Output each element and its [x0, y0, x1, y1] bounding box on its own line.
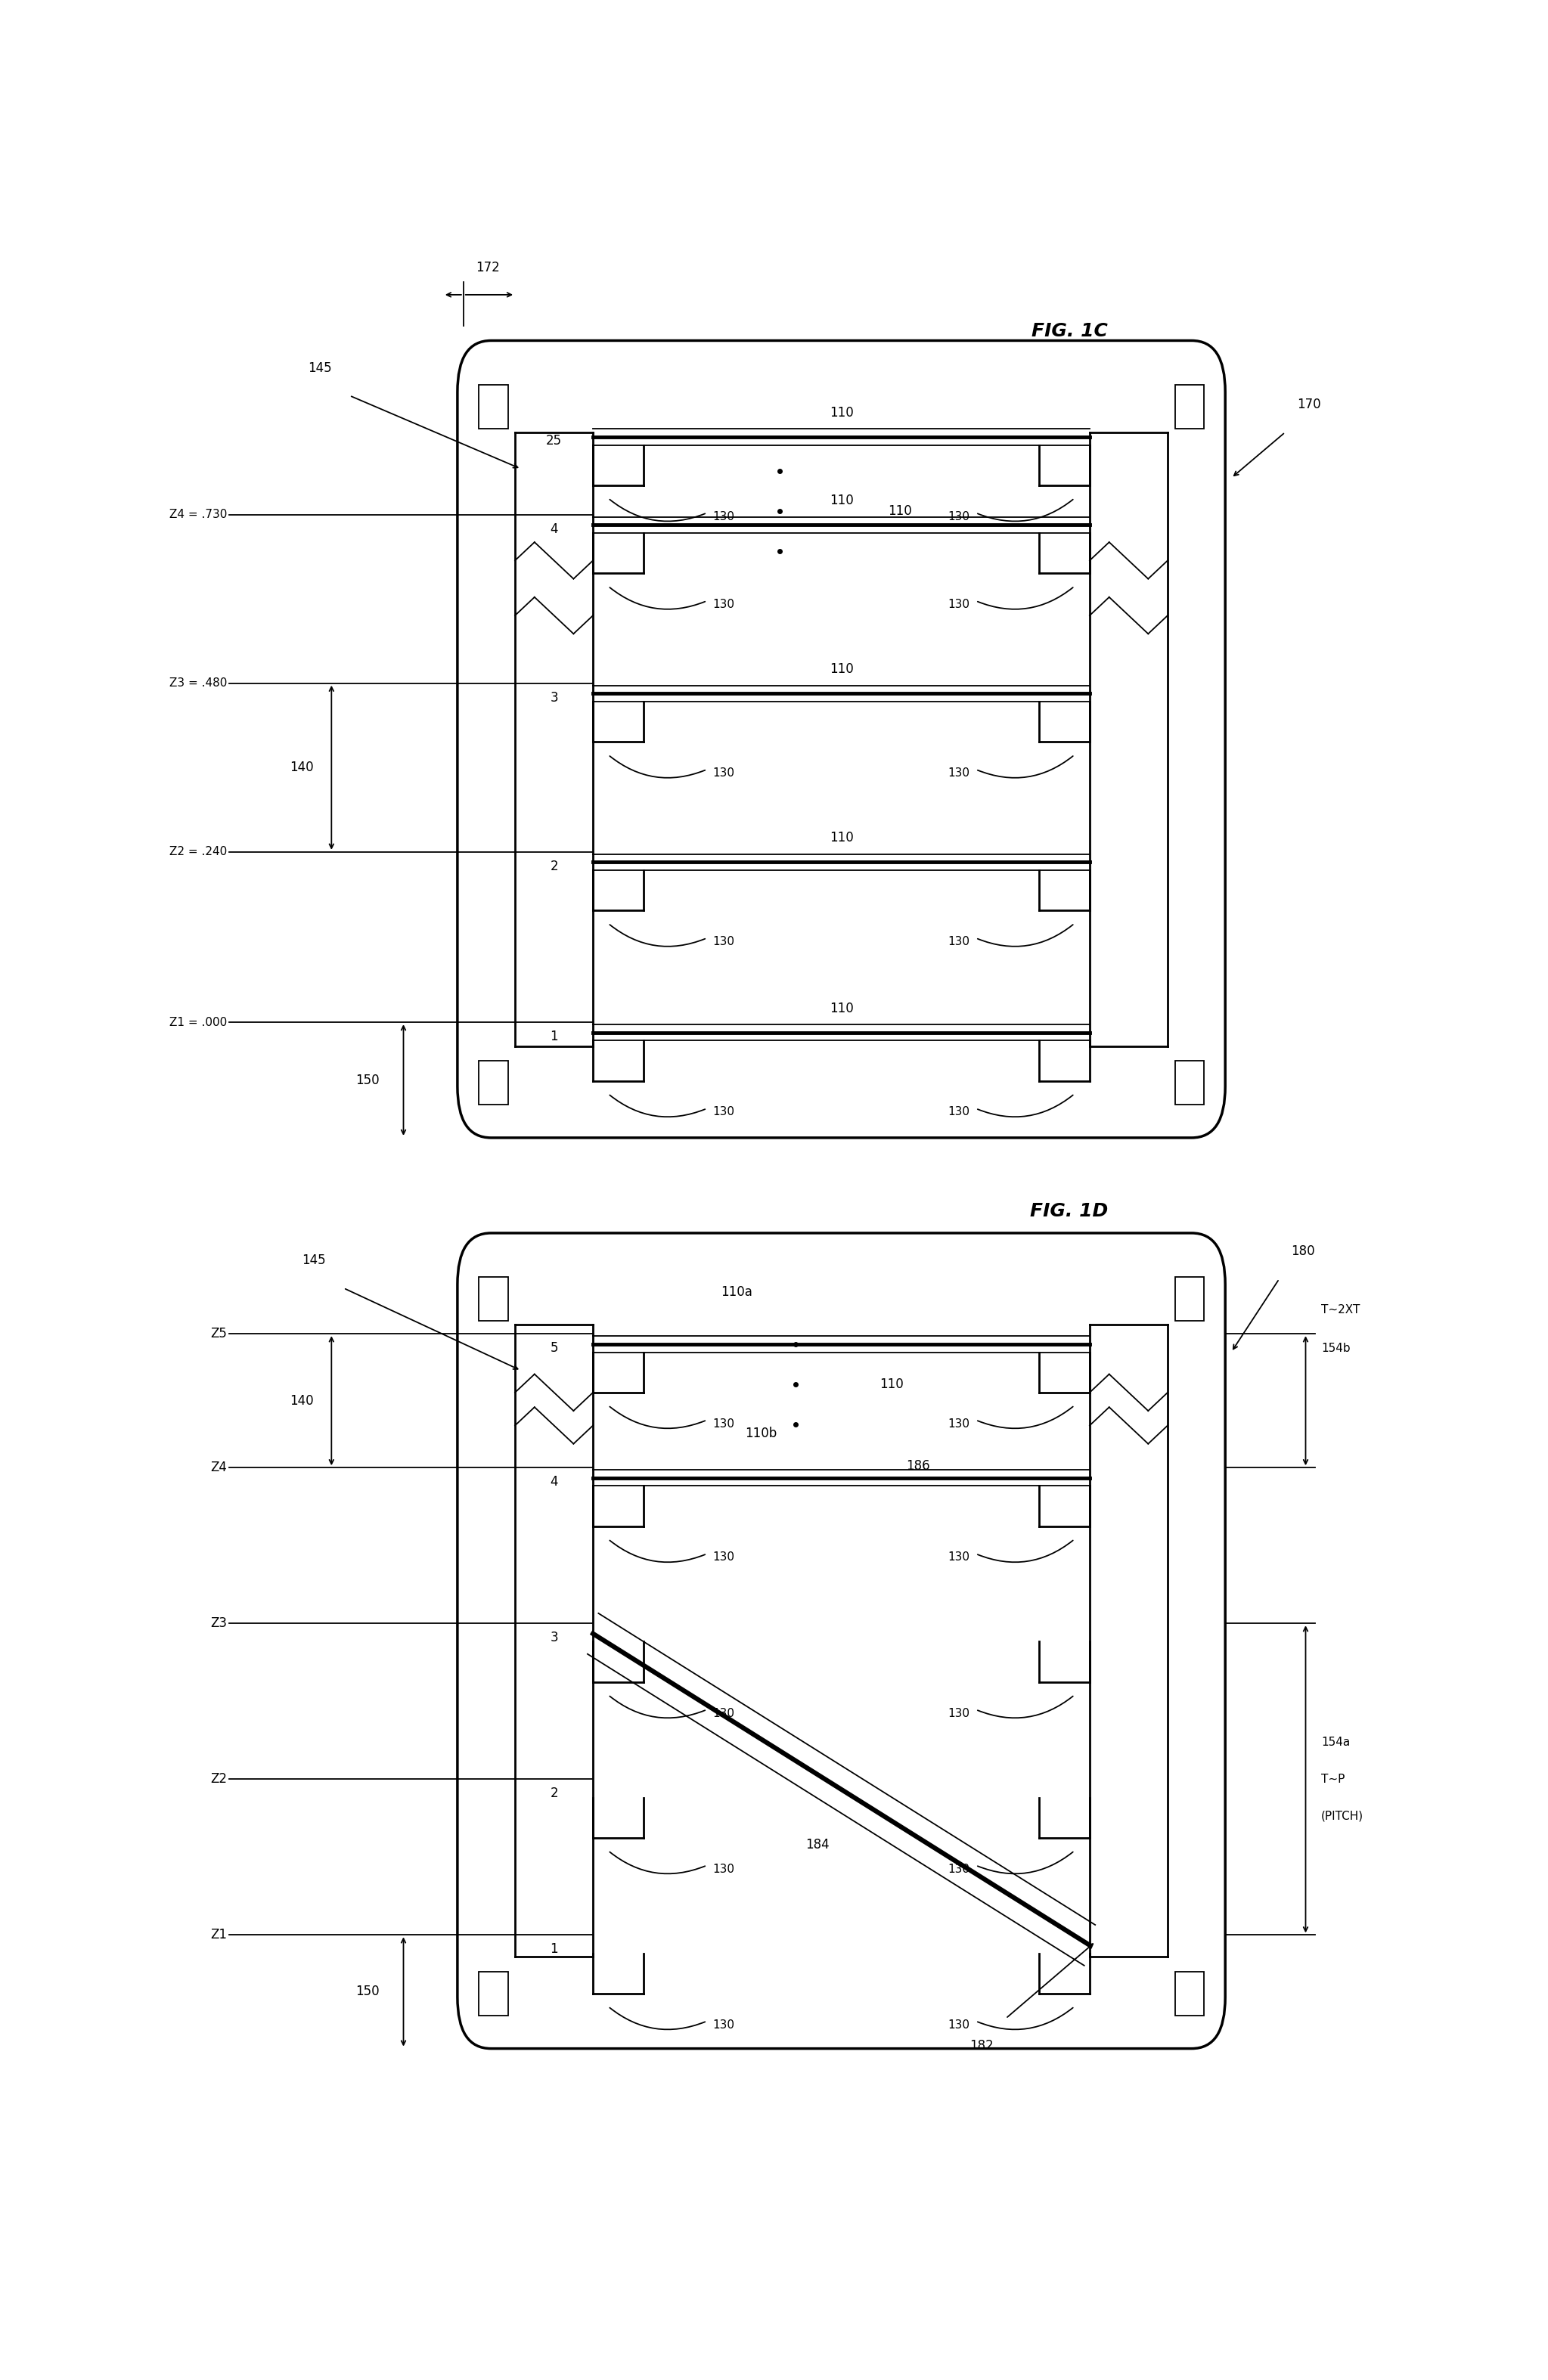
FancyBboxPatch shape: [458, 340, 1226, 1138]
Text: Z2 = .240: Z2 = .240: [169, 847, 228, 857]
Text: T~2XT: T~2XT: [1320, 1304, 1361, 1316]
Text: T~P: T~P: [1320, 1773, 1345, 1785]
Text: Z4: Z4: [211, 1461, 228, 1476]
Text: (PITCH): (PITCH): [1320, 1811, 1364, 1821]
Text: 110: 110: [830, 495, 853, 507]
Bar: [478, 1061, 508, 1104]
Text: 130: 130: [714, 935, 735, 947]
Text: Z2: Z2: [211, 1773, 228, 1785]
Text: Z1 = .000: Z1 = .000: [169, 1016, 228, 1028]
Text: 150: 150: [356, 1985, 379, 1999]
Text: 110: 110: [879, 1378, 902, 1390]
Bar: [1175, 1971, 1204, 2016]
Text: 130: 130: [947, 766, 969, 778]
Bar: [1175, 1278, 1204, 1321]
Text: 4: 4: [550, 521, 557, 536]
Text: Z5: Z5: [211, 1328, 228, 1340]
Text: 4: 4: [550, 1476, 557, 1490]
Text: 110b: 110b: [745, 1426, 777, 1440]
Text: 180: 180: [1291, 1245, 1316, 1259]
Text: 130: 130: [714, 1107, 735, 1119]
Text: 170: 170: [1297, 397, 1320, 412]
Text: 140: 140: [289, 1395, 313, 1407]
Text: 140: 140: [289, 762, 313, 774]
Text: 130: 130: [714, 1552, 735, 1564]
Text: Z3 = .480: Z3 = .480: [169, 678, 228, 688]
Text: Z4 = .730: Z4 = .730: [169, 509, 228, 521]
Text: 130: 130: [947, 1706, 969, 1718]
Bar: [1175, 386, 1204, 428]
Text: 154b: 154b: [1320, 1342, 1350, 1354]
Text: 110: 110: [830, 1002, 853, 1016]
Text: 2: 2: [550, 1787, 557, 1799]
Text: 145: 145: [308, 362, 331, 376]
Text: 110: 110: [830, 662, 853, 676]
Text: FIG. 1D: FIG. 1D: [1031, 1202, 1108, 1221]
Text: 25: 25: [546, 433, 562, 447]
Text: 1: 1: [550, 1031, 557, 1042]
Text: 150: 150: [356, 1073, 379, 1088]
Text: 130: 130: [947, 1552, 969, 1564]
Text: 110: 110: [830, 831, 853, 845]
Text: 130: 130: [947, 2018, 969, 2030]
Text: FIG. 1C: FIG. 1C: [1031, 321, 1107, 340]
Text: 130: 130: [714, 2018, 735, 2030]
Bar: [478, 1971, 508, 2016]
Text: 186: 186: [906, 1459, 930, 1473]
Text: 130: 130: [947, 1418, 969, 1430]
Bar: [478, 386, 508, 428]
Text: Z1: Z1: [211, 1928, 228, 1942]
Text: 3: 3: [550, 690, 557, 704]
Text: 182: 182: [969, 2040, 994, 2054]
Text: Z3: Z3: [211, 1616, 228, 1630]
Bar: [1175, 1061, 1204, 1104]
FancyBboxPatch shape: [458, 1233, 1226, 2049]
Text: 3: 3: [550, 1630, 557, 1645]
Text: 130: 130: [714, 600, 735, 609]
Text: 130: 130: [714, 1706, 735, 1718]
Text: 130: 130: [714, 766, 735, 778]
Text: 110a: 110a: [721, 1285, 752, 1299]
Text: 184: 184: [805, 1837, 830, 1852]
Text: 154a: 154a: [1320, 1737, 1350, 1749]
Text: 5: 5: [550, 1342, 557, 1354]
Text: 130: 130: [947, 1107, 969, 1119]
Text: 2: 2: [550, 859, 557, 873]
Text: 110: 110: [830, 407, 853, 419]
Text: 172: 172: [475, 259, 500, 274]
Text: 130: 130: [947, 512, 969, 521]
Text: 130: 130: [714, 1418, 735, 1430]
Text: 130: 130: [714, 1864, 735, 1875]
Text: 145: 145: [302, 1254, 325, 1266]
Text: 130: 130: [947, 935, 969, 947]
Text: 1: 1: [550, 1942, 557, 1956]
Text: 130: 130: [714, 512, 735, 521]
Bar: [478, 1278, 508, 1321]
Text: 110: 110: [889, 505, 912, 519]
Text: 130: 130: [947, 1864, 969, 1875]
Text: 130: 130: [947, 600, 969, 609]
